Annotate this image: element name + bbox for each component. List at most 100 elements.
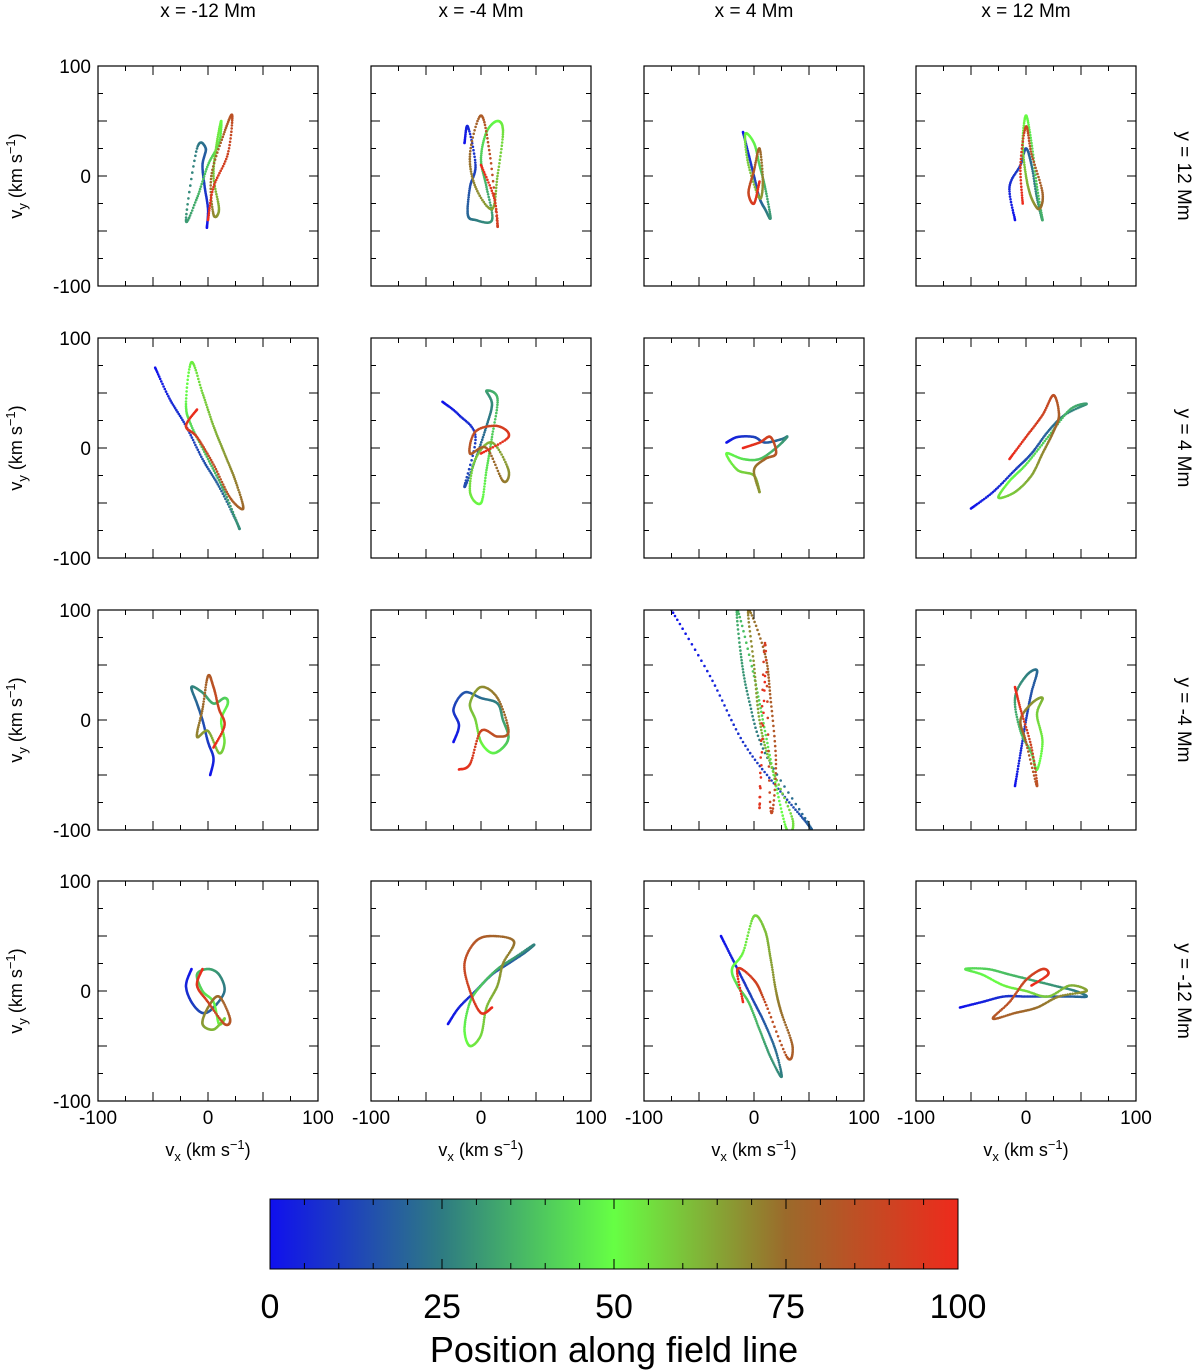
data-point [774,758,778,762]
data-point [772,803,775,807]
data-point [499,702,502,706]
data-point [473,155,476,159]
data-point [766,716,770,720]
data-point [741,446,745,450]
data-point [468,189,471,193]
data-point [1027,754,1031,757]
data-point [188,365,192,369]
panel-r0-c3 [915,65,1137,287]
data-point [1038,759,1042,763]
data-point [1019,157,1023,161]
data-point [746,161,750,164]
data-point [760,722,763,725]
data-point [211,168,214,172]
data-point [754,1017,757,1021]
data-point [203,461,207,465]
data-point [494,463,497,467]
panel-r1-c3 [915,337,1137,559]
data-point [228,143,231,147]
data-point [1040,211,1043,214]
data-point [1017,764,1020,768]
data-point [1019,169,1022,173]
data-point [1015,713,1018,716]
data-point [1028,144,1032,148]
data-point [1008,192,1011,196]
data-point [200,182,203,186]
panel-r2-c0: -100 0 100 vy (km s−1) [3,601,319,842]
data-point [161,382,164,386]
data-point [471,145,475,149]
data-point [468,187,472,191]
data-point [473,129,476,132]
data-point [214,178,218,182]
data-point [755,699,759,703]
data-point [777,1058,780,1062]
data-point [1027,139,1031,142]
data-point [468,155,472,158]
data-point [748,924,752,928]
data-point [740,995,744,998]
trajectory [969,393,1088,510]
data-point [761,170,764,173]
data-point [199,714,203,718]
data-point [467,196,470,199]
data-point [464,134,467,138]
data-point [756,703,759,707]
data-point [175,408,178,412]
data-point [1022,156,1025,159]
data-point [756,628,759,632]
data-point [676,618,679,622]
data-point [214,467,218,471]
data-point [751,755,754,758]
data-point [1036,191,1040,195]
data-point [771,1061,775,1064]
data-point [468,484,472,488]
data-point [173,407,177,410]
data-point [748,700,751,703]
trajectory [190,673,230,777]
data-point [1040,749,1043,753]
panel-r0-c1 [370,65,592,287]
data-point [693,648,697,651]
data-point [204,688,207,692]
data-point [227,462,230,465]
data-point [470,175,474,178]
data-point [740,658,743,662]
data-point [1022,124,1026,127]
data-point [210,205,214,209]
data-point [1040,189,1044,192]
data-point [215,1013,218,1016]
data-point [1033,452,1037,455]
data-point [801,812,804,816]
data-point [499,151,503,154]
data-point [749,659,752,662]
data-point [491,192,495,195]
data-point [748,625,751,628]
data-point [210,190,214,194]
y-tick-label: 100 [59,601,91,622]
data-point [483,123,487,127]
data-point [763,689,766,692]
data-point [209,180,213,184]
data-point [770,705,773,708]
data-point [791,822,795,825]
data-point [501,455,505,459]
data-point [739,989,742,993]
data-point [226,498,230,502]
data-point [204,401,207,404]
data-point [190,209,194,212]
y-tick-label: -100 [53,277,91,298]
data-point [470,459,473,462]
trajectory [741,130,772,220]
data-point [754,624,758,628]
data-point [1014,777,1018,781]
panel-frame [370,65,592,287]
data-point [1034,166,1037,170]
data-point [181,418,184,422]
data-point [737,732,740,735]
data-point [1033,179,1036,183]
data-point [224,488,227,491]
data-point [765,749,768,753]
data-point [1026,710,1029,713]
data-point [739,619,743,623]
